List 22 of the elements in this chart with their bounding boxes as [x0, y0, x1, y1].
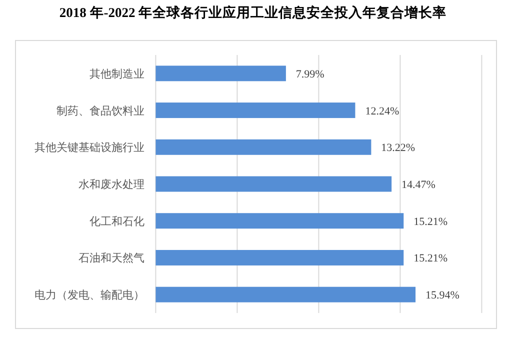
data-label: 13.22% [381, 142, 416, 154]
data-label: 15.21% [414, 252, 448, 265]
bar [156, 139, 372, 155]
y-tick-label: 水和废水处理 [78, 178, 145, 191]
data-label: 15.94% [426, 290, 460, 302]
y-tick-label: 制药、食品饮料业 [56, 104, 145, 118]
y-tick-label: 化工和石化 [90, 214, 145, 228]
bar [156, 66, 286, 82]
bar [156, 250, 404, 266]
bar [156, 213, 404, 229]
y-tick-label: 其他关键基础设施行业 [34, 141, 145, 154]
bar [156, 176, 392, 192]
data-label: 15.21% [414, 216, 448, 228]
y-tick-label: 石油和天然气 [78, 252, 145, 265]
data-label: 7.99% [296, 68, 324, 80]
bar [156, 286, 416, 302]
data-label: 12.24% [365, 105, 400, 118]
chart-title: 2018 年-2022 年全球各行业应用工业信息安全投入年复合增长率 [59, 4, 447, 20]
data-label: 14.47% [402, 179, 436, 191]
bar [156, 102, 356, 118]
y-tick-label: 其他制造业 [90, 67, 145, 80]
y-tick-label: 电力（发电、输配电） [34, 288, 145, 302]
